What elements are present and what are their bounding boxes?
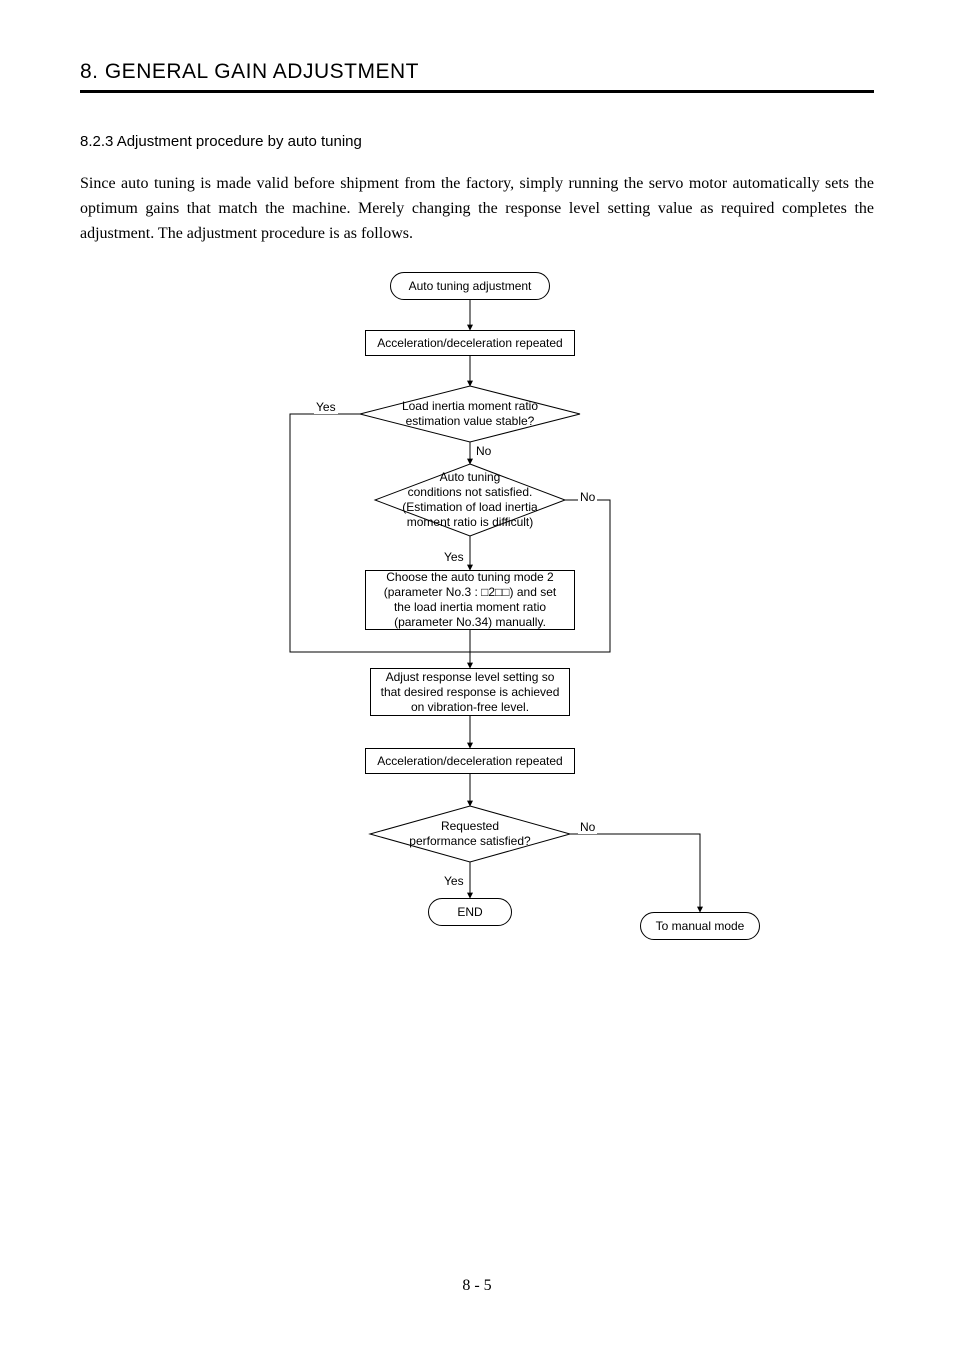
node-manual-mode: To manual mode	[640, 912, 760, 940]
node-choose-mode2-label: Choose the auto tuning mode 2 (parameter…	[374, 570, 566, 630]
label-dec1-yes: Yes	[314, 400, 338, 414]
page: 8. GENERAL GAIN ADJUSTMENT 8.2.3 Adjustm…	[0, 0, 954, 1350]
header-rule	[80, 90, 874, 93]
node-end-label: END	[457, 905, 482, 920]
node-accel-decel-1-label: Acceleration/deceleration repeated	[377, 336, 562, 351]
flowchart: Auto tuning adjustment Acceleration/dece…	[210, 272, 770, 1032]
label-dec3-no: No	[578, 820, 597, 834]
node-accel-decel-2-label: Acceleration/deceleration repeated	[377, 754, 562, 769]
label-dec2-no: No	[578, 490, 597, 504]
node-accel-decel-2: Acceleration/deceleration repeated	[365, 748, 575, 774]
node-adjust-response-label: Adjust response level setting so that de…	[379, 670, 561, 715]
node-end: END	[428, 898, 512, 926]
node-accel-decel-1: Acceleration/deceleration repeated	[365, 330, 575, 356]
label-dec2-yes: Yes	[442, 550, 466, 564]
intro-paragraph: Since auto tuning is made valid before s…	[80, 172, 874, 246]
page-number: 8 - 5	[0, 1277, 954, 1295]
node-adjust-response: Adjust response level setting so that de…	[370, 668, 570, 716]
node-choose-mode2: Choose the auto tuning mode 2 (parameter…	[365, 570, 575, 630]
node-start: Auto tuning adjustment	[390, 272, 550, 300]
section-title: 8.2.3 Adjustment procedure by auto tunin…	[80, 133, 874, 150]
label-dec3-yes: Yes	[442, 874, 466, 888]
node-start-label: Auto tuning adjustment	[409, 279, 532, 294]
node-manual-mode-label: To manual mode	[656, 919, 745, 934]
chapter-title: 8. GENERAL GAIN ADJUSTMENT	[80, 60, 874, 84]
label-dec1-no: No	[474, 444, 493, 458]
